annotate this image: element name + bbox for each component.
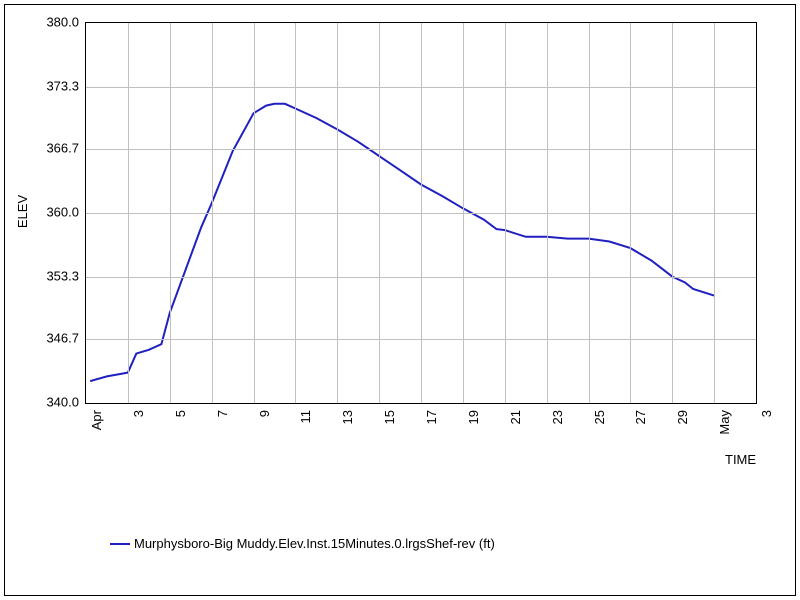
y-tick-label: 366.7 [29, 141, 79, 156]
x-tick-label: 27 [633, 410, 648, 424]
grid-line-vertical [463, 23, 464, 403]
legend: Murphysboro-Big Muddy.Elev.Inst.15Minute… [110, 536, 495, 551]
grid-line-vertical [295, 23, 296, 403]
grid-line-vertical [254, 23, 255, 403]
y-tick-label: 360.0 [29, 205, 79, 220]
x-tick-label: 25 [592, 410, 607, 424]
x-tick-label: 29 [675, 410, 690, 424]
x-tick-label: 3 [759, 410, 774, 417]
x-tick-label: 7 [215, 410, 230, 417]
grid-line-vertical [547, 23, 548, 403]
chart-container: ELEV TIME Murphysboro-Big Muddy.Elev.Ins… [0, 0, 800, 600]
y-axis-label: ELEV [15, 195, 30, 228]
x-tick-label: 15 [382, 410, 397, 424]
grid-line-vertical [170, 23, 171, 403]
x-tick-label: 11 [298, 410, 313, 424]
grid-line-vertical [589, 23, 590, 403]
x-tick-label: 3 [131, 410, 146, 417]
grid-line-vertical [672, 23, 673, 403]
x-tick-label: 17 [424, 410, 439, 424]
x-tick-label: 13 [340, 410, 355, 424]
x-tick-label: 9 [257, 410, 272, 417]
x-tick-label: 19 [466, 410, 481, 424]
x-tick-label: 5 [173, 410, 188, 417]
y-tick-label: 346.7 [29, 331, 79, 346]
x-tick-label: Apr [89, 410, 104, 430]
grid-line-vertical [421, 23, 422, 403]
plot-area [85, 22, 757, 404]
x-tick-label: 21 [508, 410, 523, 424]
grid-line-vertical [714, 23, 715, 403]
grid-line-vertical [630, 23, 631, 403]
y-tick-label: 353.3 [29, 268, 79, 283]
y-tick-label: 380.0 [29, 15, 79, 30]
y-tick-label: 373.3 [29, 78, 79, 93]
grid-line-vertical [337, 23, 338, 403]
grid-line-vertical [212, 23, 213, 403]
grid-line-vertical [128, 23, 129, 403]
legend-label: Murphysboro-Big Muddy.Elev.Inst.15Minute… [134, 536, 495, 551]
x-axis-label: TIME [725, 452, 756, 467]
legend-line [110, 543, 130, 545]
x-tick-label: May [717, 410, 732, 435]
grid-line-vertical [379, 23, 380, 403]
x-tick-label: 23 [550, 410, 565, 424]
grid-line-vertical [505, 23, 506, 403]
y-tick-label: 340.0 [29, 395, 79, 410]
